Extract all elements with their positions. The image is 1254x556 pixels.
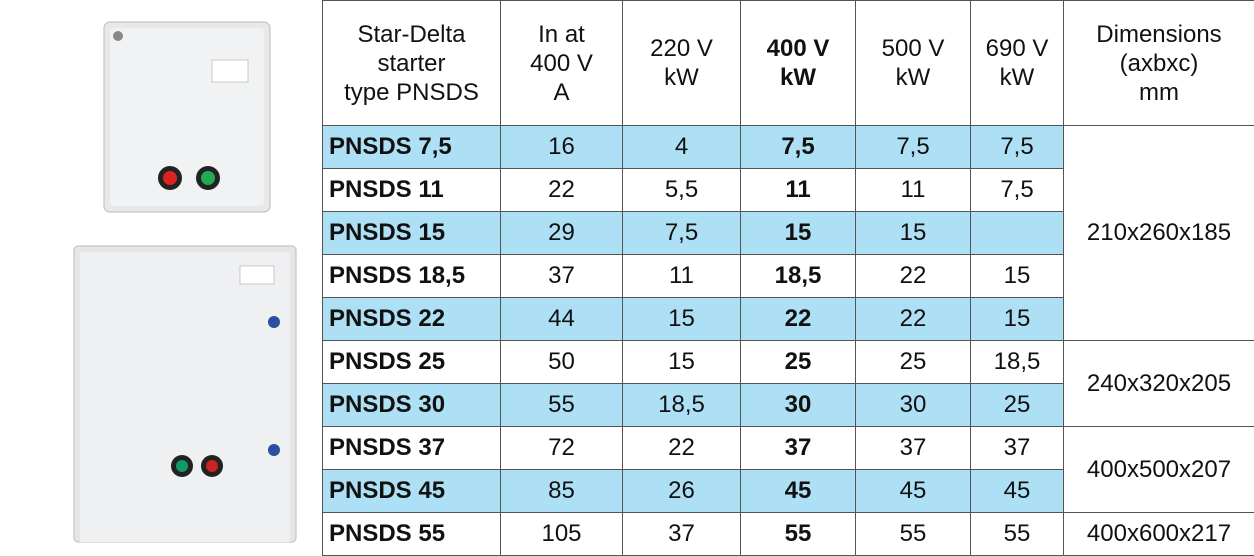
model-cell: PNSDS 30 xyxy=(323,384,501,427)
value-cell: 15 xyxy=(623,341,741,384)
dimension-cell: 240x320x205 xyxy=(1064,341,1254,427)
value-cell: 15 xyxy=(971,298,1064,341)
value-cell: 37 xyxy=(971,427,1064,470)
value-cell: 85 xyxy=(501,470,623,513)
value-cell: 11 xyxy=(741,169,856,212)
value-cell: 7,5 xyxy=(856,126,971,169)
value-cell: 11 xyxy=(856,169,971,212)
value-cell: 105 xyxy=(501,513,623,556)
value-cell: 25 xyxy=(741,341,856,384)
model-cell: PNSDS 7,5 xyxy=(323,126,501,169)
header-cell: Dimensions (axbxc) mm xyxy=(1064,1,1254,126)
value-cell: 37 xyxy=(623,513,741,556)
value-cell: 45 xyxy=(856,470,971,513)
header-cell: 500 V kW xyxy=(856,1,971,126)
model-cell: PNSDS 22 xyxy=(323,298,501,341)
dimension-cell: 400x500x207 xyxy=(1064,427,1254,513)
value-cell: 22 xyxy=(856,298,971,341)
value-cell: 4 xyxy=(623,126,741,169)
model-cell: PNSDS 25 xyxy=(323,341,501,384)
value-cell: 22 xyxy=(501,169,623,212)
value-cell: 37 xyxy=(501,255,623,298)
value-cell xyxy=(971,212,1064,255)
value-cell: 45 xyxy=(971,470,1064,513)
value-cell: 15 xyxy=(741,212,856,255)
value-cell: 7,5 xyxy=(623,212,741,255)
value-cell: 5,5 xyxy=(623,169,741,212)
value-cell: 15 xyxy=(623,298,741,341)
value-cell: 15 xyxy=(971,255,1064,298)
model-cell: PNSDS 55 xyxy=(323,513,501,556)
value-cell: 7,5 xyxy=(971,126,1064,169)
value-cell: 55 xyxy=(856,513,971,556)
value-cell: 16 xyxy=(501,126,623,169)
value-cell: 7,5 xyxy=(741,126,856,169)
header-cell: Star-Delta starter type PNSDS xyxy=(323,1,501,126)
value-cell: 18,5 xyxy=(971,341,1064,384)
value-cell: 15 xyxy=(856,212,971,255)
value-cell: 22 xyxy=(856,255,971,298)
dimension-cell: 400x600x217 xyxy=(1064,513,1254,556)
model-cell: PNSDS 18,5 xyxy=(323,255,501,298)
value-cell: 25 xyxy=(856,341,971,384)
value-cell: 50 xyxy=(501,341,623,384)
value-cell: 45 xyxy=(741,470,856,513)
model-cell: PNSDS 11 xyxy=(323,169,501,212)
value-cell: 30 xyxy=(741,384,856,427)
value-cell: 26 xyxy=(623,470,741,513)
model-cell: PNSDS 37 xyxy=(323,427,501,470)
page: Star-Delta starter type PNSDSIn at 400 V… xyxy=(0,0,1254,546)
value-cell: 22 xyxy=(741,298,856,341)
header-cell: 690 V kW xyxy=(971,1,1064,126)
header-cell: In at 400 V A xyxy=(501,1,623,126)
value-cell: 29 xyxy=(501,212,623,255)
value-cell: 72 xyxy=(501,427,623,470)
value-cell: 25 xyxy=(971,384,1064,427)
value-cell: 18,5 xyxy=(623,384,741,427)
value-cell: 7,5 xyxy=(971,169,1064,212)
header-cell: 220 V kW xyxy=(623,1,741,126)
value-cell: 22 xyxy=(623,427,741,470)
value-cell: 55 xyxy=(501,384,623,427)
value-cell: 18,5 xyxy=(741,255,856,298)
value-cell: 44 xyxy=(501,298,623,341)
model-cell: PNSDS 15 xyxy=(323,212,501,255)
value-cell: 11 xyxy=(623,255,741,298)
product-photos xyxy=(0,0,322,546)
header-cell: 400 V kW xyxy=(741,1,856,126)
value-cell: 37 xyxy=(856,427,971,470)
value-cell: 55 xyxy=(971,513,1064,556)
value-cell: 37 xyxy=(741,427,856,470)
dimension-cell: 210x260x185 xyxy=(1064,126,1254,341)
value-cell: 30 xyxy=(856,384,971,427)
model-cell: PNSDS 45 xyxy=(323,470,501,513)
value-cell: 55 xyxy=(741,513,856,556)
